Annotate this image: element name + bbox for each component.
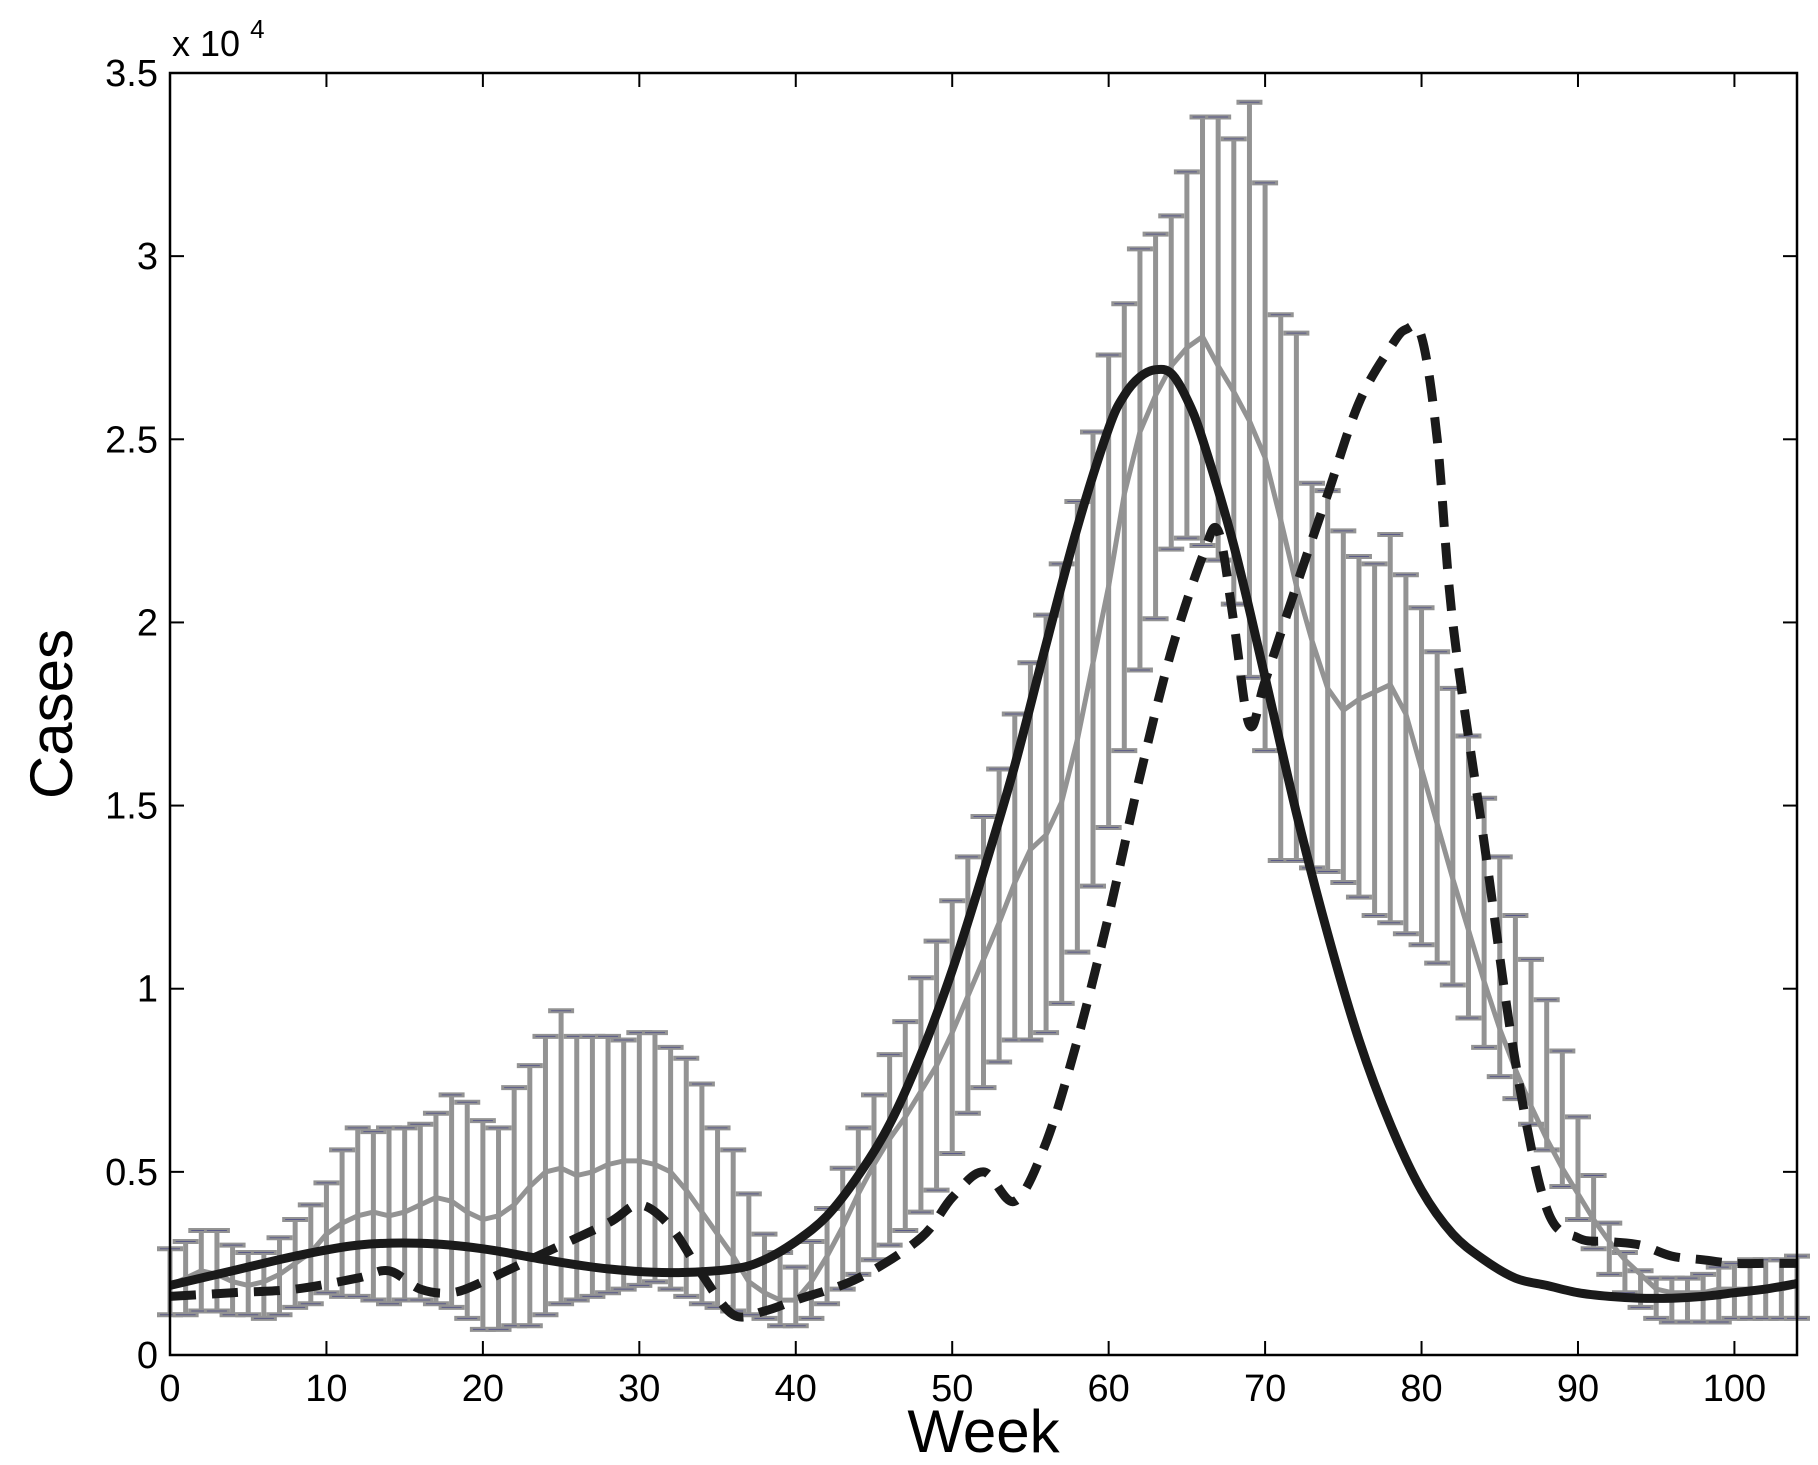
x-tick-label: 90 (1557, 1368, 1599, 1410)
plot-frame (168, 71, 1799, 1357)
x-tick-label: 70 (1244, 1368, 1286, 1410)
x-tick-label: 100 (1703, 1368, 1766, 1410)
x-tick-label: 40 (775, 1368, 817, 1410)
y-multiplier-exponent: 4 (250, 14, 264, 44)
x-tick-label: 0 (159, 1368, 180, 1410)
y-tick-label: 0.5 (105, 1152, 158, 1194)
y-multiplier-label: x 10 4 (172, 14, 265, 64)
x-tick-label: 60 (1088, 1368, 1130, 1410)
y-tick-label: 2 (137, 602, 158, 644)
x-tick-label: 10 (305, 1368, 347, 1410)
y-axis-label: Cases (18, 629, 85, 799)
x-tick-label: 50 (931, 1368, 973, 1410)
x-tick-label: 20 (462, 1368, 504, 1410)
series-lines (168, 321, 1798, 1322)
y-tick-label: 1.5 (105, 786, 158, 828)
y-tick-label: 0 (137, 1335, 158, 1377)
y-tick-label: 3.5 (105, 53, 158, 95)
y-tick-labels: 0 0.5 1 1.5 2 2.5 3 3.5 (105, 53, 158, 1377)
y-tick-label: 2.5 (105, 419, 158, 461)
x-tick-label: 30 (618, 1368, 660, 1410)
model-line-solid (168, 364, 1798, 1303)
errorbar-group (157, 99, 1810, 1332)
y-tick-label: 1 (137, 969, 158, 1011)
observed-mean-line (168, 334, 1798, 1303)
x-axis-label: Week (907, 1398, 1060, 1460)
y-multiplier-base: x 10 (172, 23, 240, 64)
x-tick-labels: 0 10 20 30 40 50 60 70 80 90 100 (159, 1368, 1766, 1410)
axis-ticks (169, 72, 1797, 1356)
y-tick-label: 3 (137, 236, 158, 278)
x-tick-label: 80 (1400, 1368, 1442, 1410)
model-line-dashed (169, 321, 1797, 1322)
